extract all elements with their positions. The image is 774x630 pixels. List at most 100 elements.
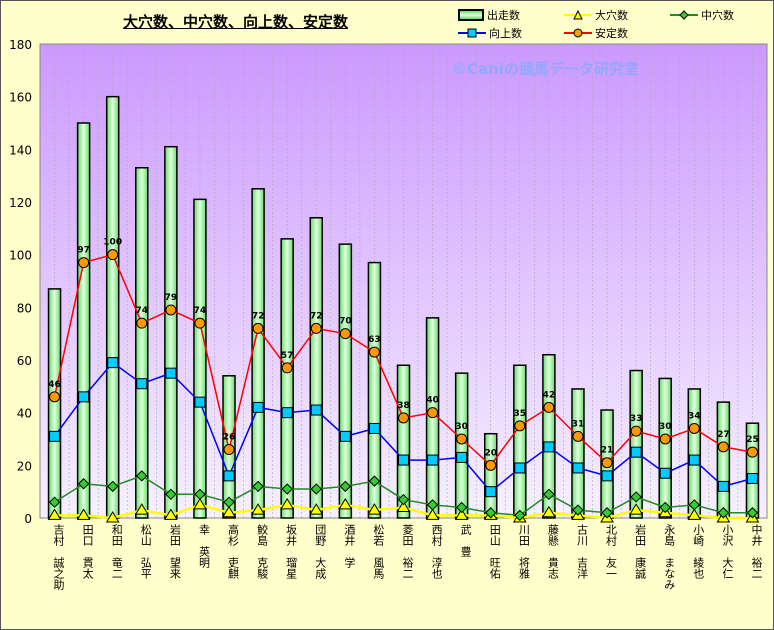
x-tick-label: 小崎 綾也 xyxy=(692,524,705,579)
y-tick-label: 140 xyxy=(9,143,32,157)
x-tick-label: 古川 吉洋 xyxy=(575,524,588,579)
bar-starts xyxy=(716,401,731,519)
point-chuana xyxy=(514,509,526,522)
point-antei xyxy=(194,317,206,329)
x-tick-label: 酒井 学 xyxy=(343,524,356,568)
legend-label: 安定数 xyxy=(595,27,628,40)
point-antei xyxy=(688,422,700,434)
point-kojo xyxy=(368,422,380,434)
data-label-antei: 31 xyxy=(572,419,585,429)
bar-starts xyxy=(280,238,294,519)
bar-starts xyxy=(47,288,62,519)
bar-starts xyxy=(658,377,672,519)
point-kojo xyxy=(717,480,729,492)
point-daiana xyxy=(280,497,295,510)
bar-starts xyxy=(542,353,556,519)
bar-starts xyxy=(338,243,353,519)
point-chuana xyxy=(659,501,671,514)
legend-item-kojo: 向上数 xyxy=(458,25,522,41)
point-kojo xyxy=(165,367,177,379)
point-antei xyxy=(717,441,729,453)
point-daiana xyxy=(425,508,440,520)
point-kojo xyxy=(136,378,148,390)
chart-title: 大穴数、中穴数、向上数、安定数 xyxy=(123,13,349,31)
point-kojo xyxy=(49,430,61,442)
point-kojo xyxy=(688,454,700,466)
point-daiana xyxy=(163,508,178,520)
point-kojo xyxy=(485,486,497,498)
data-label-antei: 40 xyxy=(426,396,439,406)
point-daiana xyxy=(222,505,236,518)
point-chuana xyxy=(717,507,730,519)
x-tick-label: 中井 裕二 xyxy=(750,524,763,579)
bar-starts xyxy=(105,95,120,519)
data-label-antei: 21 xyxy=(601,446,614,456)
y-tick-label: 80 xyxy=(17,301,32,315)
point-daiana xyxy=(542,505,556,518)
x-tick-label: 松山 弘平 xyxy=(139,523,152,580)
y-tick-label: 60 xyxy=(17,354,32,368)
point-chuana xyxy=(252,480,264,493)
point-chuana xyxy=(48,496,61,508)
point-kojo xyxy=(601,470,613,482)
x-tick-label: 川田 将雅 xyxy=(517,524,530,579)
point-antei xyxy=(485,459,497,471)
point-chuana xyxy=(601,507,613,519)
legend-bar-swatch-icon xyxy=(458,9,484,21)
data-label-antei: 33 xyxy=(630,414,643,424)
data-label-antei: 27 xyxy=(717,430,730,440)
point-daiana xyxy=(338,497,353,510)
point-antei xyxy=(398,412,409,424)
data-label-antei: 70 xyxy=(339,317,352,327)
point-kojo xyxy=(514,462,526,474)
point-antei xyxy=(281,362,293,374)
point-kojo xyxy=(339,430,351,442)
legend-label: 出走数 xyxy=(487,9,520,22)
x-tick-label: 幸 英明 xyxy=(197,524,210,569)
point-kojo xyxy=(572,462,584,474)
point-kojo xyxy=(310,404,322,416)
point-antei xyxy=(368,346,380,358)
point-chuana xyxy=(746,507,759,519)
point-antei xyxy=(78,257,90,269)
legend-square-icon xyxy=(458,28,486,38)
point-antei xyxy=(136,317,148,329)
point-daiana xyxy=(309,503,324,515)
bar-starts xyxy=(135,167,149,519)
bar-starts xyxy=(367,261,382,519)
bar-starts xyxy=(251,188,265,519)
x-tick-label: 吉村 誠之助 xyxy=(52,524,65,591)
point-antei xyxy=(165,304,177,316)
bar-starts xyxy=(571,388,585,519)
point-kojo xyxy=(659,467,671,479)
point-kojo xyxy=(543,441,555,453)
x-tick-label: 菱田 裕二 xyxy=(401,524,414,579)
x-tick-label: 高杉 吏麒 xyxy=(227,523,240,580)
point-antei xyxy=(601,457,613,469)
y-tick-label: 0 xyxy=(24,512,32,526)
y-tick-label: 40 xyxy=(17,407,32,421)
bar-starts xyxy=(396,364,411,519)
bar-starts xyxy=(483,432,498,519)
y-tick-label: 120 xyxy=(9,196,32,210)
x-tick-label: 坂井 瑠星 xyxy=(285,524,298,579)
point-chuana xyxy=(194,488,206,501)
data-label-antei: 74 xyxy=(194,306,207,316)
point-antei xyxy=(456,433,468,445)
point-chuana xyxy=(543,488,555,501)
legend-triangle-icon xyxy=(564,10,592,20)
legend-diamond-icon xyxy=(670,10,698,20)
y-tick-label: 20 xyxy=(17,459,32,473)
y-tick-label: 100 xyxy=(9,249,32,263)
bar-starts xyxy=(513,364,527,519)
data-label-antei: 46 xyxy=(48,380,61,390)
point-kojo xyxy=(194,396,206,408)
data-label-antei: 72 xyxy=(310,311,323,321)
legend-label: 中穴数 xyxy=(701,9,734,22)
point-antei xyxy=(746,446,758,458)
point-antei xyxy=(49,391,61,403)
x-tick-label: 西村 淳也 xyxy=(430,524,443,579)
point-kojo xyxy=(746,473,758,484)
x-tick-label: 小沢 大仁 xyxy=(721,524,734,579)
